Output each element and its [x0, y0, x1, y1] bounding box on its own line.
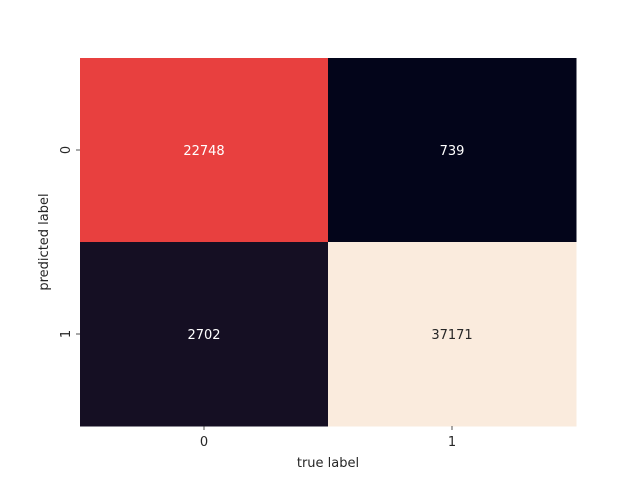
x-tick-label: 1 [448, 435, 456, 450]
x-axis-label: true label [297, 456, 359, 471]
y-tick-label: 1 [59, 330, 74, 338]
heatmap-cell-r1-c0 [80, 242, 329, 427]
heatmap-cell-r0-c0 [80, 58, 329, 243]
cell-value-label-r0-c0: 22748 [183, 144, 224, 159]
heatmap-cell-r1-c1 [328, 242, 577, 427]
y-tick-label: 0 [59, 146, 74, 154]
cell-value-label-r1-c1: 37171 [431, 328, 472, 343]
y-axis-ticks: 01 [59, 146, 80, 338]
heatmap-cell-labels: 22748 739 2702 37171 [183, 144, 472, 343]
y-axis-label: predicted label [37, 193, 52, 290]
heatmap-cell-r0-c1 [328, 58, 577, 243]
cell-value-label-r0-c1: 739 [440, 144, 465, 159]
x-tick-label: 0 [200, 435, 208, 450]
cell-value-label-r1-c0: 2702 [187, 328, 220, 343]
heatmap-cells [80, 58, 577, 427]
